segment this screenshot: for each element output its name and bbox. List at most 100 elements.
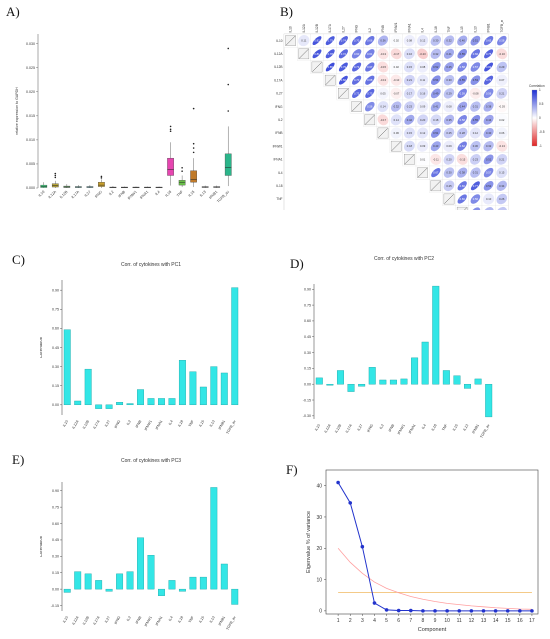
col-label: IL18 — [434, 26, 438, 32]
corr-value: 0.41 — [446, 52, 452, 56]
x-tick-label: IFNB — [135, 615, 143, 625]
corr-value: -0.23 — [420, 52, 427, 56]
corr-value: 0.51 — [433, 131, 439, 135]
corr-ellipse — [377, 61, 389, 73]
corr-ellipse — [417, 48, 428, 60]
box-outlier — [169, 128, 172, 131]
bar-IFNB — [389, 379, 397, 385]
corr-value: 0.57 — [473, 65, 479, 69]
bar-IL10 — [63, 588, 71, 593]
bar-IL2 — [126, 571, 134, 590]
y-tick-label: 0.30 — [52, 555, 59, 559]
corr-ellipse — [444, 62, 454, 72]
corr-ellipse — [496, 206, 508, 210]
corr-value: 0.65 — [486, 39, 492, 43]
x-tick-label: 8 — [422, 618, 425, 624]
corr-ellipse — [377, 74, 389, 86]
corr-value: 0.26 — [499, 197, 505, 201]
bar-IL4 — [421, 341, 429, 385]
corr-value: 0.12 — [420, 131, 426, 135]
bar-IL10 — [63, 329, 71, 406]
corr-value: 0.82 — [486, 65, 492, 69]
col-label: IL15 — [460, 26, 464, 32]
corr-value: 0.20 — [420, 118, 426, 122]
corr-ellipse — [377, 87, 389, 100]
corr-value: 0.20 — [446, 157, 452, 161]
y-tick-label: -0.15 — [51, 604, 59, 608]
corr-value: 0.42 — [407, 118, 413, 122]
legend-tick: -0.5 — [539, 130, 545, 134]
panel-label-f: F) — [286, 462, 298, 477]
bar-IL15 — [453, 375, 461, 385]
corr-ellipse — [365, 75, 375, 85]
diag-line — [285, 35, 296, 46]
corr-value: 0.44 — [460, 105, 466, 109]
corr-value: 0.01 — [420, 157, 426, 161]
corr-ellipse — [496, 154, 508, 165]
bar-IL17A — [95, 404, 103, 409]
corr-value: 0.32 — [394, 105, 400, 109]
correlation-heatmap-b: IL10 IL10 0.11 0.82 0.79 0.74 0.70 0.66 0.36 0.02… — [273, 20, 545, 210]
corr-ellipse — [470, 49, 481, 59]
legend-title: Correlation — [529, 84, 545, 88]
corr-ellipse — [443, 35, 455, 46]
corr-ellipse — [416, 140, 429, 152]
corr-ellipse — [496, 88, 508, 99]
x-tick-label: IFNW1 — [144, 616, 153, 628]
corr-ellipse — [483, 101, 494, 112]
panel-label-d: D) — [290, 256, 304, 271]
corr-value: 0.21 — [499, 91, 505, 95]
x-tick-label: IL4 — [154, 190, 160, 196]
corr-ellipse — [443, 167, 455, 178]
bar-chart-pc3: Corr. of cytokines with PC3 -0.15 0.00 0.15… — [40, 458, 239, 631]
corr-value: -0.17 — [393, 52, 400, 56]
y-tick-label: 0.15 — [52, 384, 59, 388]
corr-value: 0.15 — [407, 65, 413, 69]
bar-IL27 — [105, 588, 113, 592]
corr-ellipse — [484, 62, 494, 72]
y-tick-label: 0.45 — [52, 538, 59, 542]
x-tick-label: IL18 — [177, 420, 184, 428]
x-tick-label: 5 — [385, 618, 388, 624]
corr-ellipse — [443, 140, 455, 152]
col-label: IFNG — [355, 24, 359, 32]
bar-IL27 — [358, 383, 366, 387]
corr-ellipse — [416, 153, 429, 166]
corr-value: 0.11 — [301, 39, 307, 43]
corr-value: 0.21 — [407, 78, 413, 82]
corr-ellipse — [483, 141, 494, 152]
eigenvalue-point — [469, 609, 474, 613]
x-tick-label: IL10 — [38, 190, 46, 198]
corr-value: 0.30 — [473, 144, 479, 148]
row-label: IL10 — [276, 39, 282, 43]
corr-ellipse — [417, 114, 428, 126]
corr-ellipse — [430, 35, 442, 46]
x-tick-label: TNF — [188, 419, 195, 428]
corr-ellipse — [483, 127, 494, 139]
box-outlier — [54, 172, 57, 175]
corr-ellipse — [417, 87, 429, 99]
corr-ellipse — [365, 35, 375, 46]
bar-TGFB_av — [485, 383, 493, 418]
corr-ellipse — [365, 62, 375, 72]
corr-value: 0.72 — [341, 52, 347, 56]
corr-value: 0.30 — [433, 39, 439, 43]
corr-value: -0.17 — [380, 118, 387, 122]
x-tick-label: IL13 — [209, 616, 216, 624]
corr-value: 0.05 — [380, 91, 386, 95]
corr-ellipse — [391, 101, 402, 112]
bar-IL4 — [168, 398, 176, 406]
y-axis-title: Correlation — [294, 340, 295, 362]
x-tick-label: IFNA1 — [155, 616, 164, 627]
corr-ellipse — [352, 75, 362, 85]
bar-IL2 — [126, 403, 134, 406]
plot-frame — [325, 469, 539, 615]
x-tick-label: IFNA1 — [155, 420, 164, 431]
corr-value: 0.09 — [420, 144, 426, 148]
bar-IL18 — [178, 588, 186, 592]
corr-ellipse — [469, 87, 482, 100]
corr-value: 0.52 — [486, 184, 492, 188]
bar-IFNA1 — [158, 588, 165, 596]
corr-value: 0.32 — [446, 39, 452, 43]
x-tick-label: IFNA1 — [408, 424, 417, 435]
